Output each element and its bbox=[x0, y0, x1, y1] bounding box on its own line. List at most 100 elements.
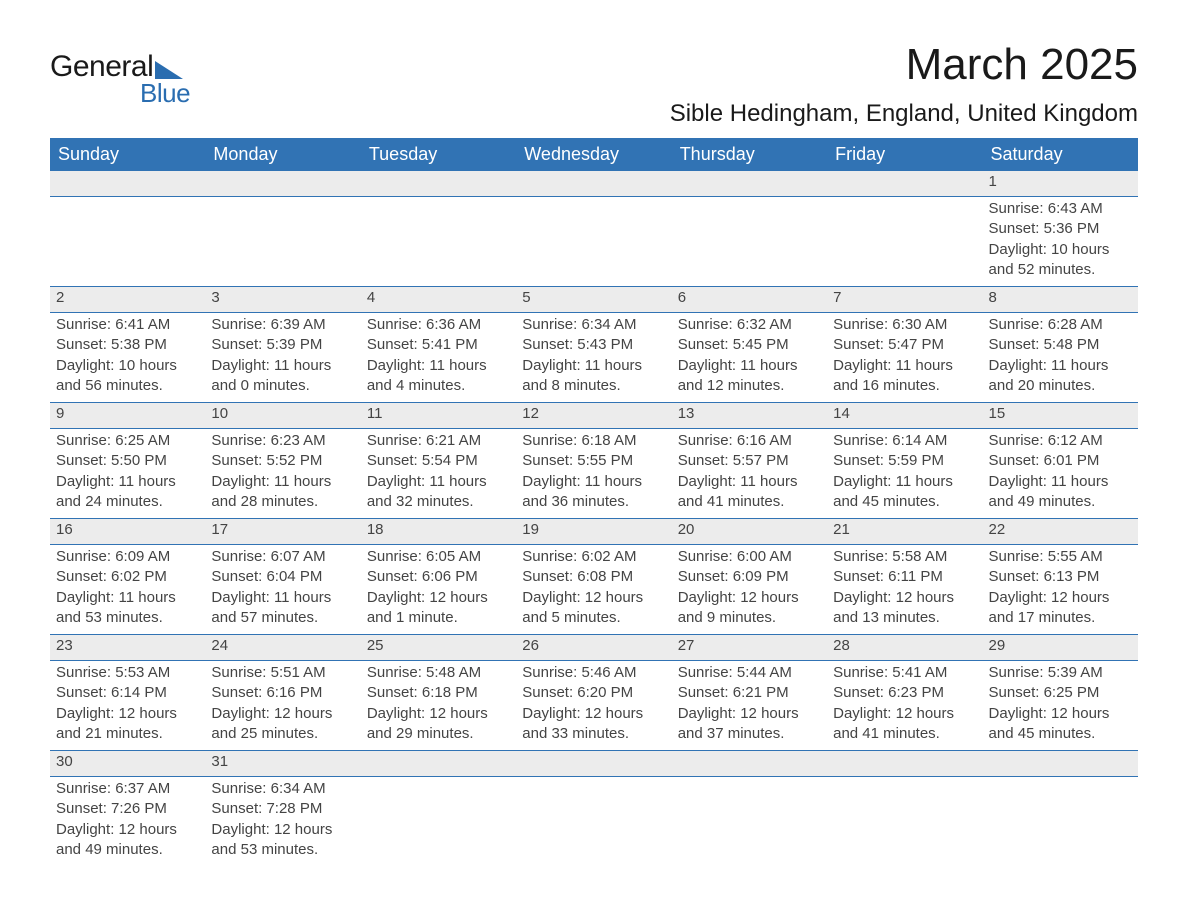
day-cell: Sunrise: 6:32 AMSunset: 5:45 PMDaylight:… bbox=[672, 313, 827, 403]
day-cell: Sunrise: 6:12 AMSunset: 6:01 PMDaylight:… bbox=[983, 429, 1138, 519]
day-cell bbox=[672, 777, 827, 867]
day-number-cell bbox=[361, 751, 516, 777]
day-cell bbox=[205, 197, 360, 287]
day-cell: Sunrise: 5:55 AMSunset: 6:13 PMDaylight:… bbox=[983, 545, 1138, 635]
title-block: March 2025 Sible Hedingham, England, Uni… bbox=[670, 40, 1138, 128]
day-number-cell: 30 bbox=[50, 751, 205, 777]
weekday-header: Saturday bbox=[983, 138, 1138, 171]
sunset-line: Sunset: 6:25 PM bbox=[989, 683, 1132, 703]
day-number-cell: 12 bbox=[516, 403, 671, 429]
sunset-line: Sunset: 6:21 PM bbox=[678, 683, 821, 703]
weekday-header-row: SundayMondayTuesdayWednesdayThursdayFrid… bbox=[50, 138, 1138, 171]
weekday-header: Thursday bbox=[672, 138, 827, 171]
daylight-line: Daylight: 12 hours and 21 minutes. bbox=[56, 704, 199, 745]
day-number-cell: 9 bbox=[50, 403, 205, 429]
daylight-line: Daylight: 11 hours and 32 minutes. bbox=[367, 472, 510, 513]
day-cell: Sunrise: 6:37 AMSunset: 7:26 PMDaylight:… bbox=[50, 777, 205, 867]
daylight-line: Daylight: 11 hours and 49 minutes. bbox=[989, 472, 1132, 513]
day-number-cell: 31 bbox=[205, 751, 360, 777]
sunrise-line: Sunrise: 6:30 AM bbox=[833, 315, 976, 335]
day-number-cell: 2 bbox=[50, 287, 205, 313]
day-number-cell: 11 bbox=[361, 403, 516, 429]
sunrise-line: Sunrise: 6:28 AM bbox=[989, 315, 1132, 335]
sunrise-line: Sunrise: 6:36 AM bbox=[367, 315, 510, 335]
day-cell: Sunrise: 6:23 AMSunset: 5:52 PMDaylight:… bbox=[205, 429, 360, 519]
day-number-cell: 27 bbox=[672, 635, 827, 661]
sunset-line: Sunset: 5:54 PM bbox=[367, 451, 510, 471]
daylight-line: Daylight: 12 hours and 49 minutes. bbox=[56, 820, 199, 861]
day-number-cell bbox=[672, 751, 827, 777]
sunrise-line: Sunrise: 5:41 AM bbox=[833, 663, 976, 683]
day-number-row: 3031 bbox=[50, 751, 1138, 777]
day-cell: Sunrise: 6:00 AMSunset: 6:09 PMDaylight:… bbox=[672, 545, 827, 635]
daylight-line: Daylight: 11 hours and 0 minutes. bbox=[211, 356, 354, 397]
sunrise-line: Sunrise: 5:48 AM bbox=[367, 663, 510, 683]
sunrise-line: Sunrise: 5:39 AM bbox=[989, 663, 1132, 683]
sunrise-line: Sunrise: 5:51 AM bbox=[211, 663, 354, 683]
sunset-line: Sunset: 6:14 PM bbox=[56, 683, 199, 703]
day-number-row: 23242526272829 bbox=[50, 635, 1138, 661]
sunset-line: Sunset: 6:01 PM bbox=[989, 451, 1132, 471]
daylight-line: Daylight: 11 hours and 8 minutes. bbox=[522, 356, 665, 397]
daylight-line: Daylight: 12 hours and 25 minutes. bbox=[211, 704, 354, 745]
day-cell bbox=[827, 197, 982, 287]
day-number-cell: 23 bbox=[50, 635, 205, 661]
day-number-cell: 15 bbox=[983, 403, 1138, 429]
sunset-line: Sunset: 6:06 PM bbox=[367, 567, 510, 587]
logo-word1: General bbox=[50, 50, 153, 84]
sunset-line: Sunset: 5:43 PM bbox=[522, 335, 665, 355]
sunset-line: Sunset: 5:55 PM bbox=[522, 451, 665, 471]
day-cell: Sunrise: 6:43 AMSunset: 5:36 PMDaylight:… bbox=[983, 197, 1138, 287]
daylight-line: Daylight: 12 hours and 1 minute. bbox=[367, 588, 510, 629]
day-number-cell bbox=[827, 751, 982, 777]
day-cell bbox=[672, 197, 827, 287]
day-number-cell bbox=[827, 171, 982, 197]
sunrise-line: Sunrise: 6:25 AM bbox=[56, 431, 199, 451]
day-number-cell: 24 bbox=[205, 635, 360, 661]
weekday-header: Wednesday bbox=[516, 138, 671, 171]
sunrise-line: Sunrise: 6:23 AM bbox=[211, 431, 354, 451]
day-cell: Sunrise: 6:18 AMSunset: 5:55 PMDaylight:… bbox=[516, 429, 671, 519]
day-cell: Sunrise: 6:14 AMSunset: 5:59 PMDaylight:… bbox=[827, 429, 982, 519]
day-number-cell bbox=[516, 171, 671, 197]
sunrise-line: Sunrise: 6:00 AM bbox=[678, 547, 821, 567]
day-number-cell: 29 bbox=[983, 635, 1138, 661]
day-cell bbox=[827, 777, 982, 867]
day-number-cell bbox=[205, 171, 360, 197]
day-cell: Sunrise: 6:36 AMSunset: 5:41 PMDaylight:… bbox=[361, 313, 516, 403]
day-cell: Sunrise: 5:53 AMSunset: 6:14 PMDaylight:… bbox=[50, 661, 205, 751]
day-cell bbox=[50, 197, 205, 287]
location-subtitle: Sible Hedingham, England, United Kingdom bbox=[670, 100, 1138, 128]
day-number-cell: 1 bbox=[983, 171, 1138, 197]
day-number-cell: 20 bbox=[672, 519, 827, 545]
day-number-cell: 25 bbox=[361, 635, 516, 661]
sunset-line: Sunset: 5:48 PM bbox=[989, 335, 1132, 355]
day-number-cell bbox=[50, 171, 205, 197]
sunset-line: Sunset: 5:47 PM bbox=[833, 335, 976, 355]
sunrise-line: Sunrise: 6:43 AM bbox=[989, 199, 1132, 219]
day-number-cell: 13 bbox=[672, 403, 827, 429]
day-number-cell: 16 bbox=[50, 519, 205, 545]
day-cell: Sunrise: 5:58 AMSunset: 6:11 PMDaylight:… bbox=[827, 545, 982, 635]
daylight-line: Daylight: 11 hours and 16 minutes. bbox=[833, 356, 976, 397]
day-cell: Sunrise: 6:16 AMSunset: 5:57 PMDaylight:… bbox=[672, 429, 827, 519]
weekday-header: Monday bbox=[205, 138, 360, 171]
sunrise-line: Sunrise: 6:37 AM bbox=[56, 779, 199, 799]
daylight-line: Daylight: 12 hours and 33 minutes. bbox=[522, 704, 665, 745]
daylight-line: Daylight: 11 hours and 41 minutes. bbox=[678, 472, 821, 513]
day-number-cell bbox=[361, 171, 516, 197]
day-number-cell: 22 bbox=[983, 519, 1138, 545]
daylight-line: Daylight: 11 hours and 24 minutes. bbox=[56, 472, 199, 513]
sunset-line: Sunset: 5:59 PM bbox=[833, 451, 976, 471]
day-cell: Sunrise: 6:05 AMSunset: 6:06 PMDaylight:… bbox=[361, 545, 516, 635]
daylight-line: Daylight: 11 hours and 12 minutes. bbox=[678, 356, 821, 397]
day-number-cell: 5 bbox=[516, 287, 671, 313]
sunset-line: Sunset: 7:26 PM bbox=[56, 799, 199, 819]
day-cell: Sunrise: 6:39 AMSunset: 5:39 PMDaylight:… bbox=[205, 313, 360, 403]
week-content-row: Sunrise: 6:09 AMSunset: 6:02 PMDaylight:… bbox=[50, 545, 1138, 635]
sunset-line: Sunset: 6:18 PM bbox=[367, 683, 510, 703]
day-number-cell: 10 bbox=[205, 403, 360, 429]
day-cell bbox=[516, 777, 671, 867]
sunrise-line: Sunrise: 5:55 AM bbox=[989, 547, 1132, 567]
sunset-line: Sunset: 6:23 PM bbox=[833, 683, 976, 703]
